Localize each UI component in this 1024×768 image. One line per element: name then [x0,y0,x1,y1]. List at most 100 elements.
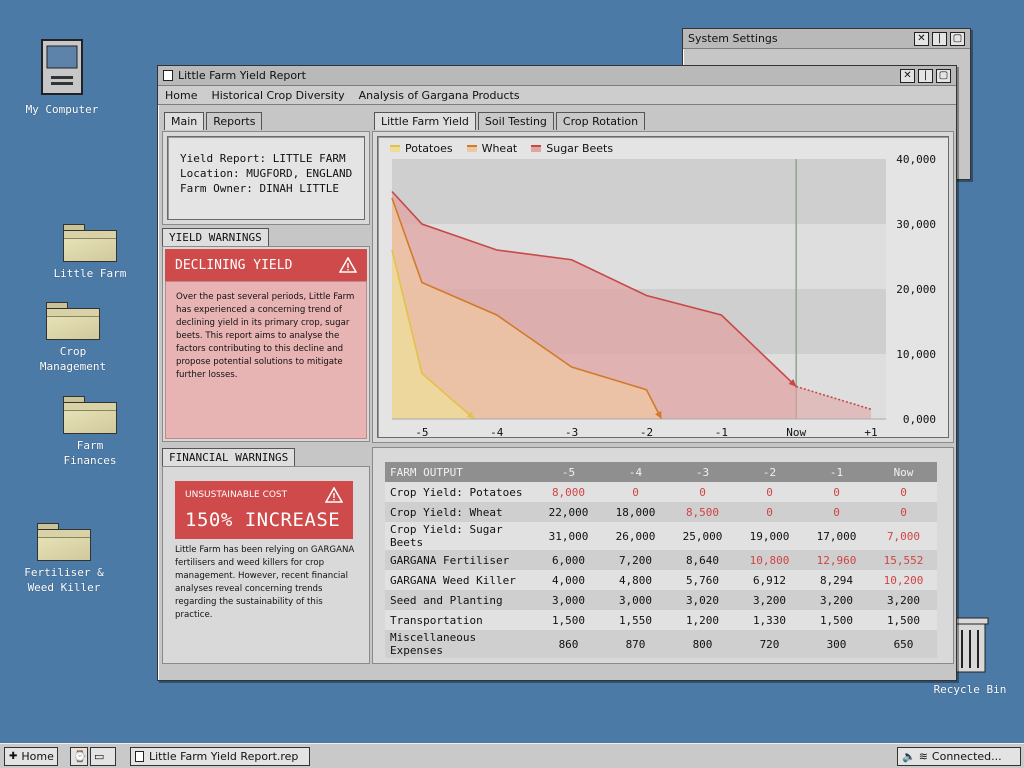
table-row: Crop Yield: Potatoes 8,000 0 0 0 0 0 [385,482,937,502]
desktop-icon-my-computer[interactable]: My Computer [22,38,102,117]
desktop-icon-recycle-bin[interactable]: Recycle Bin [930,616,1010,697]
close-icon[interactable]: ✕ [900,68,915,83]
network-icon: ≋ [918,750,928,763]
chart-panel: Potatoes Wheat Sugar Beets -5 -4 -3 -2 -1 Now… [372,131,954,443]
clock-button[interactable]: ⌚ [70,747,88,766]
watch-icon: ⌚ [73,750,87,763]
table-cell: 6,000 [535,550,602,570]
desktop-icon-little-farm[interactable]: Little Farm [50,224,130,281]
legend-item-sugar-beets: Sugar Beets [531,142,613,155]
table-row: GARGANA Weed Killer 4,000 4,800 5,760 6,912 8… [385,570,937,590]
table-cell: 3,200 [736,590,803,610]
maximize-icon[interactable]: ▢ [950,31,965,46]
tab-reports[interactable]: Reports [206,112,263,130]
x-tick-label: Now [786,426,806,439]
home-button-label: Home [21,750,54,763]
table-header-cell: -1 [803,462,870,482]
arrowhead-marker [655,411,662,419]
unsustainable-cost-banner: UNSUSTAINABLE COST 150% INCREASE [175,481,353,539]
warning-icon [325,487,343,503]
arrowhead-marker [466,411,475,419]
yield-area-chart: -5 -4 -3 -2 -1 Now +1 40,000 30,000 20,000 10,000 0… [391,153,936,439]
series-line-potatoes [391,249,475,420]
window-titlebar[interactable]: Little Farm Yield Report ✕ | ▢ [158,66,956,86]
desktop-icon-fertiliser-weed-killer[interactable]: Fertiliser & Weed Killer [18,523,110,595]
series-projection-line [795,385,872,411]
report-owner-line: Farm Owner: DINAH LITTLE [180,182,339,195]
tab-main[interactable]: Main [164,112,205,130]
table-cell: 10,200 [870,570,937,590]
close-icon[interactable]: ✕ [914,31,929,46]
table-cell: 3,000 [602,590,669,610]
table-cell: 8,500 [669,502,736,522]
menu-item-analysis-gargana[interactable]: Analysis of Gargana Products [358,88,520,102]
legend-swatch [531,145,542,152]
menu-item-historical-crop-diversity[interactable]: Historical Crop Diversity [211,88,345,102]
row-label: Transportation [385,610,535,630]
table-cell: 22,000 [535,502,602,522]
tab-little-farm-yield[interactable]: Little Farm Yield [374,112,476,130]
home-button[interactable]: ✚ Home [4,747,58,766]
computer-icon [41,39,83,95]
table-cell: 4,800 [602,570,669,590]
table-cell: 10,800 [736,550,803,570]
taskbar-window-yield-report[interactable]: Little Farm Yield Report.rep [130,747,310,766]
table-row: Crop Yield: Sugar Beets 31,000 26,000 25,00… [385,522,937,550]
arrowhead-marker [788,379,797,387]
table-cell: 800 [669,630,736,658]
table-row: Transportation 1,500 1,550 1,200 1,330 1,500 1… [385,610,937,630]
screen-button[interactable]: ▭ [90,747,116,766]
series-projection-area [796,386,872,419]
yield-warnings-tab-strip: YIELD WARNINGS [162,228,271,246]
series-area-potatoes [392,250,475,419]
chart-legend: Potatoes Wheat Sugar Beets [390,142,627,155]
table-cell: 0 [602,482,669,502]
table-cell: 5,760 [669,570,736,590]
table-cell: 1,330 [736,610,803,630]
tab-soil-testing[interactable]: Soil Testing [477,112,554,130]
chart-tab-strip: Little Farm Yield Soil Testing Crop Rota… [374,112,647,130]
report-info-panel: Yield Report: LITTLE FARM Location: MUGF… [162,131,370,225]
taskbar: ✚ Home ⌚ ▭ Little Farm Yield Report.rep … [0,743,1024,768]
yield-warnings-panel: DECLINING YIELD Over the past several pe… [162,246,370,442]
folder-icon [63,396,117,434]
row-label: Crop Yield: Wheat [385,502,535,522]
financial-warning-text: Little Farm has been relying on GARGANA … [175,545,355,620]
window-titlebar[interactable]: System Settings ✕ | ▢ [683,29,970,49]
minimize-icon[interactable]: | [918,68,933,83]
tab-crop-rotation[interactable]: Crop Rotation [555,112,646,130]
system-tray[interactable]: 🔈 ≋ Connected... [897,747,1021,766]
table-header-cell: FARM OUTPUT [385,462,535,482]
table-cell: 31,000 [535,522,602,550]
x-tick-label: -3 [565,426,578,439]
desktop-icon-farm-finances[interactable]: Farm Finances [50,396,130,468]
folder-icon [46,302,100,340]
tab-yield-warnings[interactable]: YIELD WARNINGS [162,228,269,246]
minimize-icon[interactable]: | [932,31,947,46]
yield-report-window[interactable]: Little Farm Yield Report ✕ | ▢ Home Hist… [157,65,957,681]
row-label: Seed and Planting [385,590,535,610]
row-label: GARGANA Weed Killer [385,570,535,590]
tab-financial-warnings[interactable]: FINANCIAL WARNINGS [162,448,296,466]
table-cell: 1,200 [669,610,736,630]
table-cell: 8,000 [535,482,602,502]
desktop-icon-crop-management[interactable]: Crop Management [28,302,118,374]
farm-output-table: FARM OUTPUT -5 -4 -3 -2 -1 Now Crop Yield: Pot… [385,462,937,658]
table-cell: 25,000 [669,522,736,550]
desktop-icon-label: Recycle Bin [933,683,1007,696]
table-cell: 19,000 [736,522,803,550]
table-cell: 0 [870,502,937,522]
declining-yield-heading: DECLINING YIELD [175,257,293,273]
maximize-icon[interactable]: ▢ [936,68,951,83]
table-cell: 8,294 [803,570,870,590]
table-cell: 6,912 [736,570,803,590]
taskbar-window-label: Little Farm Yield Report.rep [149,750,299,763]
menu-item-home[interactable]: Home [165,88,198,102]
desktop-icon-label: Farm Finances [63,439,117,467]
y-tick-label: 0,000 [903,413,936,426]
legend-item-potatoes: Potatoes [390,142,453,155]
legend-label: Wheat [481,142,518,155]
table-cell: 7,200 [602,550,669,570]
monitor-icon: ▭ [94,750,105,763]
table-cell: 0 [736,482,803,502]
